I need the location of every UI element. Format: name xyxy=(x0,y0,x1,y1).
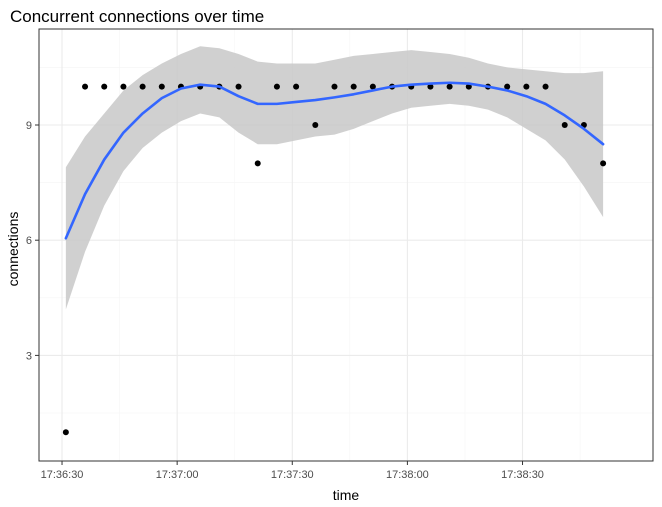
x-tick-label: 17:38:00 xyxy=(386,469,429,481)
x-tick-label: 17:38:30 xyxy=(501,469,544,481)
data-point xyxy=(542,83,549,90)
data-point xyxy=(273,83,280,90)
data-point xyxy=(331,83,338,90)
data-point xyxy=(82,83,89,90)
data-point xyxy=(465,83,472,90)
data-point xyxy=(600,160,607,167)
data-point xyxy=(158,83,165,90)
smooth-line xyxy=(64,81,605,240)
data-point xyxy=(350,83,357,90)
data-point xyxy=(120,83,127,90)
data-point xyxy=(504,83,511,90)
panel-border xyxy=(38,28,654,462)
data-point xyxy=(293,83,300,90)
x-tick-label: 17:36:30 xyxy=(41,469,84,481)
x-tick-label: 17:37:30 xyxy=(271,469,314,481)
data-point xyxy=(101,83,108,90)
chart-title: Concurrent connections over time xyxy=(10,7,264,26)
x-tick-label: 17:37:00 xyxy=(156,469,199,481)
y-axis-title: connections xyxy=(5,212,21,287)
data-point xyxy=(561,122,568,128)
plot-panel: 3 6 9 17:36:30 17:37:00 17:37:30 17:38:00 17:38… xyxy=(26,28,654,481)
data-point xyxy=(235,83,242,90)
data-point xyxy=(523,83,530,90)
data-point xyxy=(62,429,69,436)
y-tick-label: 6 xyxy=(26,235,32,247)
x-axis-title: time xyxy=(333,487,360,503)
data-point xyxy=(427,83,434,90)
confidence-band xyxy=(65,46,604,310)
y-tick-label: 9 xyxy=(26,120,32,132)
data-point xyxy=(446,83,453,90)
data-point xyxy=(312,122,319,128)
data-point xyxy=(369,83,376,90)
data-point xyxy=(139,83,146,90)
y-tick-label: 3 xyxy=(26,350,32,362)
data-point xyxy=(254,160,261,167)
